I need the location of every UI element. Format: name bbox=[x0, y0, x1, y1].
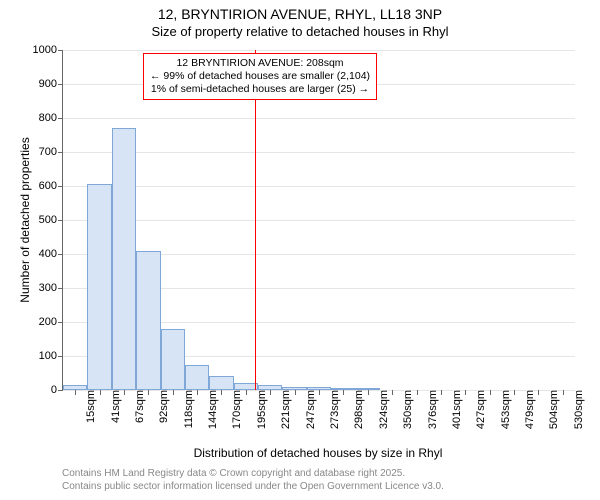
chart-title-line2: Size of property relative to detached ho… bbox=[0, 24, 600, 39]
histogram-bar bbox=[185, 365, 209, 391]
x-tick-label: 504sqm bbox=[542, 390, 560, 429]
x-tick bbox=[441, 390, 442, 395]
x-tick-label: 401sqm bbox=[445, 390, 463, 429]
x-tick bbox=[197, 390, 198, 395]
x-tick bbox=[270, 390, 271, 395]
x-axis-label: Distribution of detached houses by size … bbox=[194, 446, 443, 460]
x-tick bbox=[246, 390, 247, 395]
histogram-bar bbox=[161, 329, 185, 390]
x-tick-label: 247sqm bbox=[299, 390, 317, 429]
chart-container: 12, BRYNTIRION AVENUE, RHYL, LL18 3NP Si… bbox=[0, 0, 600, 500]
y-tick-label: 300 bbox=[39, 282, 63, 294]
x-tick-label: 221sqm bbox=[274, 390, 292, 429]
y-tick-label: 100 bbox=[39, 350, 63, 362]
annotation-line: ← 99% of detached houses are smaller (2,… bbox=[150, 70, 370, 83]
y-gridline bbox=[63, 50, 575, 51]
y-gridline bbox=[63, 220, 575, 221]
x-tick bbox=[514, 390, 515, 395]
x-tick-label: 118sqm bbox=[177, 390, 195, 428]
annotation-box: 12 BRYNTIRION AVENUE: 208sqm← 99% of det… bbox=[143, 53, 377, 100]
y-tick-label: 200 bbox=[39, 316, 63, 328]
x-tick-label: 298sqm bbox=[347, 390, 365, 429]
x-tick bbox=[563, 390, 564, 395]
y-tick-label: 0 bbox=[51, 384, 63, 396]
plot-area: 0100200300400500600700800900100015sqm41s… bbox=[62, 50, 575, 391]
x-tick bbox=[295, 390, 296, 395]
x-tick-label: 530sqm bbox=[567, 390, 585, 429]
attribution-text: Contains HM Land Registry data © Crown c… bbox=[62, 468, 444, 493]
chart-title-line1: 12, BRYNTIRION AVENUE, RHYL, LL18 3NP bbox=[0, 6, 600, 22]
x-tick bbox=[221, 390, 222, 395]
x-tick bbox=[148, 390, 149, 395]
x-tick bbox=[319, 390, 320, 395]
x-tick bbox=[490, 390, 491, 395]
x-tick-label: 67sqm bbox=[128, 390, 146, 423]
x-tick bbox=[124, 390, 125, 395]
x-tick bbox=[100, 390, 101, 395]
y-tick-label: 700 bbox=[39, 146, 63, 158]
x-tick-label: 195sqm bbox=[250, 390, 268, 429]
y-gridline bbox=[63, 186, 575, 187]
y-axis-label: Number of detached properties bbox=[18, 137, 32, 302]
y-tick-label: 800 bbox=[39, 112, 63, 124]
x-tick-label: 350sqm bbox=[396, 390, 414, 429]
chart-title-block: 12, BRYNTIRION AVENUE, RHYL, LL18 3NP Si… bbox=[0, 0, 600, 39]
x-tick-label: 41sqm bbox=[104, 390, 122, 423]
histogram-bar bbox=[87, 184, 111, 390]
y-gridline bbox=[63, 152, 575, 153]
histogram-bar bbox=[136, 251, 160, 390]
histogram-bar bbox=[209, 376, 233, 390]
y-tick-label: 1000 bbox=[33, 44, 63, 56]
y-tick-label: 500 bbox=[39, 214, 63, 226]
y-tick-label: 600 bbox=[39, 180, 63, 192]
y-gridline bbox=[63, 118, 575, 119]
x-tick-label: 324sqm bbox=[372, 390, 390, 429]
x-tick bbox=[417, 390, 418, 395]
x-tick bbox=[392, 390, 393, 395]
attribution-line2: Contains public sector information licen… bbox=[62, 481, 444, 494]
x-tick bbox=[173, 390, 174, 395]
x-tick bbox=[465, 390, 466, 395]
x-tick-label: 144sqm bbox=[201, 390, 219, 429]
x-tick-label: 479sqm bbox=[518, 390, 536, 429]
annotation-line: 1% of semi-detached houses are larger (2… bbox=[150, 83, 370, 96]
x-tick bbox=[75, 390, 76, 395]
histogram-bar bbox=[112, 128, 136, 390]
x-tick-label: 15sqm bbox=[79, 390, 97, 423]
y-tick-label: 900 bbox=[39, 78, 63, 90]
x-tick bbox=[538, 390, 539, 395]
x-tick-label: 453sqm bbox=[494, 390, 512, 429]
y-tick-label: 400 bbox=[39, 248, 63, 260]
annotation-line: 12 BRYNTIRION AVENUE: 208sqm bbox=[150, 57, 370, 70]
attribution-line1: Contains HM Land Registry data © Crown c… bbox=[62, 468, 444, 481]
x-tick bbox=[343, 390, 344, 395]
x-tick bbox=[368, 390, 369, 395]
reference-line bbox=[255, 50, 256, 390]
x-tick-label: 376sqm bbox=[421, 390, 439, 429]
x-tick-label: 170sqm bbox=[225, 390, 243, 429]
x-tick-label: 427sqm bbox=[469, 390, 487, 429]
x-tick-label: 273sqm bbox=[323, 390, 341, 429]
x-tick-label: 92sqm bbox=[152, 390, 170, 423]
